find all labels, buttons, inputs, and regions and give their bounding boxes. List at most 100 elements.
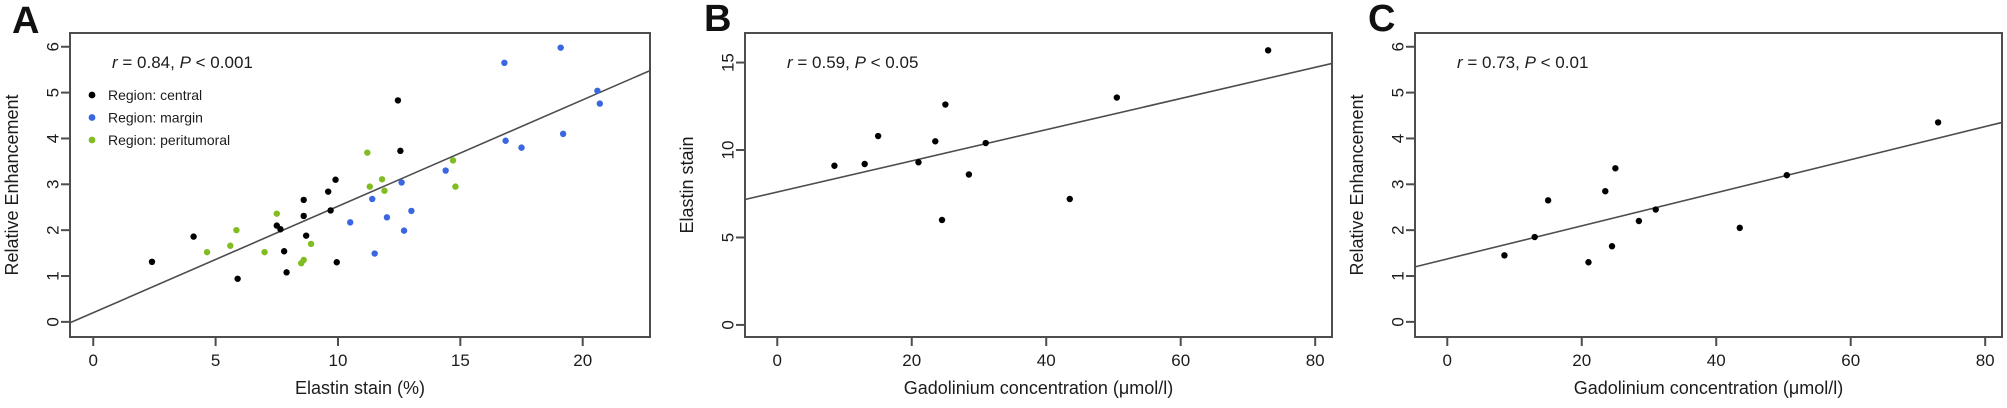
x-tick-label: 15 [451,351,470,370]
data-point [400,227,408,234]
x-tick-label: 20 [1572,351,1591,370]
data-point [1934,119,1942,126]
y-tick-label: 0 [1388,317,1407,326]
x-tick-label: 0 [89,351,98,370]
x-tick-label: 20 [573,351,592,370]
data-point [1066,195,1073,203]
data-point [1783,171,1791,179]
data-point [261,248,268,256]
x-tick-label: 80 [1306,351,1325,370]
data-point [366,183,373,190]
scatter-plot-c: 0 20 40 60 80 0 1 2 3 4 5 6 Gadolinium concentration… [1347,32,2003,398]
y-tick-label: 4 [43,134,62,143]
panel-letter-a: A [12,0,40,42]
regression-line [69,69,651,324]
data-point [982,139,989,147]
plot-frame [69,32,651,338]
panel-letter-b: B [704,0,732,40]
data-point [1585,259,1592,266]
data-point [518,144,525,151]
data-point [203,248,211,256]
data-point [148,258,156,266]
y-tick-label: 10 [718,141,737,160]
legend-label: Region: margin [108,110,203,126]
data-point [302,232,310,239]
regression-line [1414,121,2003,268]
panel-b: B 0 20 40 60 80 0 5 10 15 Gadolinium concentratio… [670,0,1340,408]
y-tick-label: 2 [1388,225,1407,234]
scatter-plot-b: 0 20 40 60 80 0 5 10 15 Gadolinium concentration … [677,32,1333,398]
data-point [307,240,315,248]
x-tick-label: 10 [329,351,348,370]
y-tick-label: 3 [1388,180,1407,189]
data-point [347,219,354,226]
data-point [398,179,405,186]
x-axis-label: Gadolinium concentration (μmol/l) [904,378,1173,398]
y-tick-label: 6 [43,42,62,51]
data-point [1602,187,1609,195]
data-point [283,269,290,276]
data-point [452,183,459,190]
data-point [965,171,973,178]
data-point [1608,243,1616,250]
data-point [378,176,386,183]
data-point [596,100,604,107]
data-point [300,196,307,204]
correlation-annotation: r = 0.73, P < 0.01 [1457,53,1588,72]
data-point [333,259,340,266]
data-point [371,250,378,257]
panel-letter-c: C [1368,0,1396,40]
correlation-annotation: r = 0.59, P < 0.05 [787,53,918,72]
x-axis-label: Elastin stain (%) [295,378,425,398]
data-point [874,132,882,140]
data-point [1264,47,1272,54]
data-point [559,130,567,138]
data-point [1652,206,1659,213]
data-point [1635,217,1643,225]
x-tick-label: 60 [1171,351,1190,370]
panel-c: C 0 20 40 60 80 0 1 2 3 4 5 6 Gadolinium concentrati… [1340,0,2007,408]
data-point [324,188,332,195]
y-axis-label: Elastin stain [677,136,697,233]
data-point [234,275,241,282]
data-point [364,149,371,156]
data-point [394,97,402,104]
y-tick-label: 3 [43,180,62,189]
data-point [369,195,376,203]
regression-line [744,62,1333,201]
y-tick-label: 2 [43,225,62,234]
data-point [932,138,939,145]
data-point [273,210,280,217]
legend-label: Region: central [108,87,202,103]
plot-frame [1414,32,2003,338]
data-point [501,59,508,67]
data-point [277,226,284,233]
data-point [449,157,457,164]
data-point [502,137,509,144]
data-point [594,87,601,94]
data-point [190,233,197,240]
scatter-plot-a: 0 5 10 15 20 0 1 2 3 4 5 6 Elastin stain (%) Relative… [2,32,651,398]
y-tick-label: 6 [1388,42,1407,51]
y-tick-label: 15 [718,53,737,72]
legend-marker [88,91,96,99]
x-tick-label: 60 [1841,351,1860,370]
y-tick-label: 1 [1388,271,1407,280]
plot-frame [744,32,1333,338]
y-tick-label: 4 [1388,134,1407,143]
data-point [327,207,334,214]
data-point [397,147,404,155]
data-point [300,256,307,264]
x-tick-label: 5 [211,351,220,370]
x-tick-label: 40 [1037,351,1056,370]
data-point [332,176,339,183]
data-point [915,159,922,166]
x-tick-label: 40 [1707,351,1726,370]
data-point [1612,165,1619,172]
data-point [1113,94,1121,101]
data-point [557,44,564,51]
data-point [280,248,288,255]
data-point [300,212,307,220]
x-tick-label: 0 [1443,351,1452,370]
